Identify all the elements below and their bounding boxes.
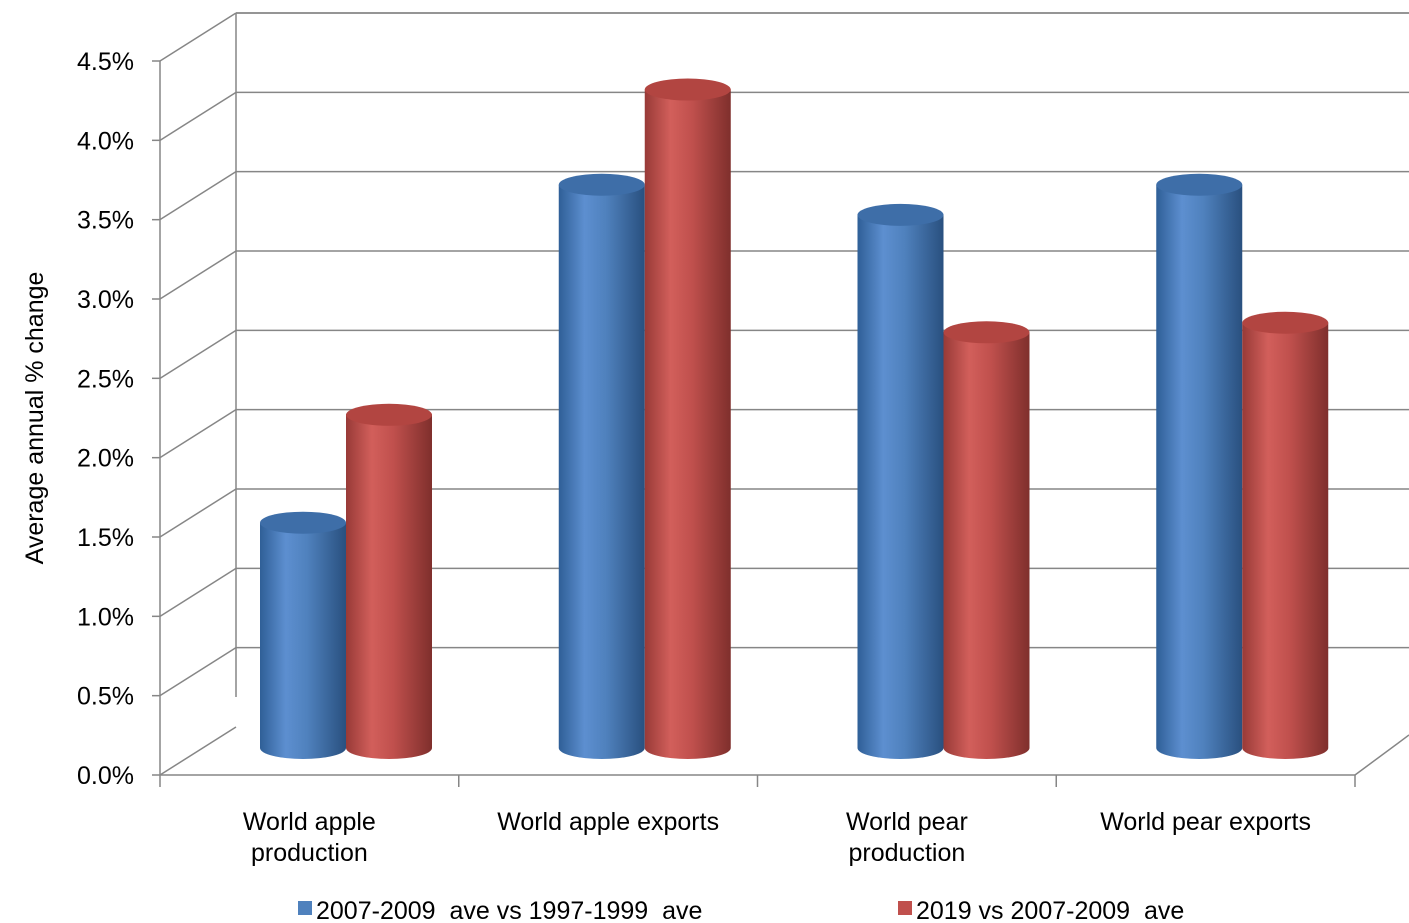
bar-body (1242, 322, 1329, 759)
bar-2-3 (943, 321, 1030, 759)
y-tick-label: 0.5% (77, 683, 134, 711)
bar-1-4 (1156, 173, 1243, 759)
gridline-side (159, 12, 237, 62)
legend: 2007-2009 ave vs 1997-1999 ave 2019 vs 2… (298, 897, 1184, 923)
y-tick-label: 1.0% (77, 603, 134, 631)
legend-label-series-2: 2019 vs 2007-2009 ave (916, 897, 1184, 923)
bar-cap (260, 511, 346, 534)
category-label: production (251, 839, 368, 867)
y-axis-title: Average annual % change (21, 272, 49, 565)
category-label: World apple exports (497, 808, 719, 836)
bar-1-1 (260, 511, 346, 759)
bar-body (644, 89, 731, 760)
gridline-side (159, 171, 237, 221)
gridline-side (159, 726, 237, 776)
bar-1-3 (857, 203, 944, 759)
bar-cap (1242, 311, 1329, 334)
legend-swatch-series-2 (898, 901, 912, 915)
y-tick-label: 2.0% (77, 445, 134, 473)
x-tick-marks (159, 775, 1356, 787)
gridline-side (159, 329, 237, 379)
bar-2-1 (346, 403, 432, 759)
category-label: World apple (243, 808, 376, 836)
category-labels: World apple production World apple exports… (243, 808, 1311, 867)
bar-cap (943, 321, 1030, 344)
bars (260, 78, 1329, 760)
bar-body (943, 332, 1030, 759)
y-tick-labels: 0.0% 0.5% 1.0% 1.5% 2.0% 2.5% 3.0% 3.5% 4.0% 4.5% (77, 48, 134, 790)
bar-body (558, 184, 645, 759)
category-label: production (849, 839, 966, 867)
bar-body (1156, 184, 1243, 759)
gridline-side (159, 488, 237, 538)
bar-body (260, 522, 346, 759)
y-tick-label: 4.0% (77, 127, 134, 155)
bar-cap (346, 403, 432, 426)
bar-body (857, 214, 944, 759)
gridline-side (159, 91, 237, 141)
y-tick-label: 3.0% (77, 286, 134, 314)
gridline-side (159, 250, 237, 300)
floor-front-right-edge (1354, 734, 1409, 776)
y-tick-label: 1.5% (77, 524, 134, 552)
legend-swatch-series-1 (298, 901, 312, 915)
y-tick-label: 3.5% (77, 207, 134, 235)
y-tick-label: 4.5% (77, 48, 134, 76)
gridline-side (159, 567, 237, 617)
y-tick-label: 0.0% (77, 762, 134, 790)
bar-1-2 (558, 173, 645, 759)
gridline-side (159, 647, 237, 697)
category-label: World pear exports (1100, 808, 1311, 836)
bar-body (346, 414, 432, 759)
y-tick-label: 2.5% (77, 365, 134, 393)
legend-label-series-1: 2007-2009 ave vs 1997-1999 ave (316, 897, 702, 923)
gridline-side (159, 409, 237, 459)
bar-2-4 (1242, 311, 1329, 759)
category-label: World pear (846, 808, 968, 836)
bar-cap (857, 203, 944, 226)
bar-cap (1156, 173, 1243, 196)
bar-2-2 (644, 78, 731, 760)
bar-cap (644, 78, 731, 101)
bar-cap (558, 173, 645, 196)
